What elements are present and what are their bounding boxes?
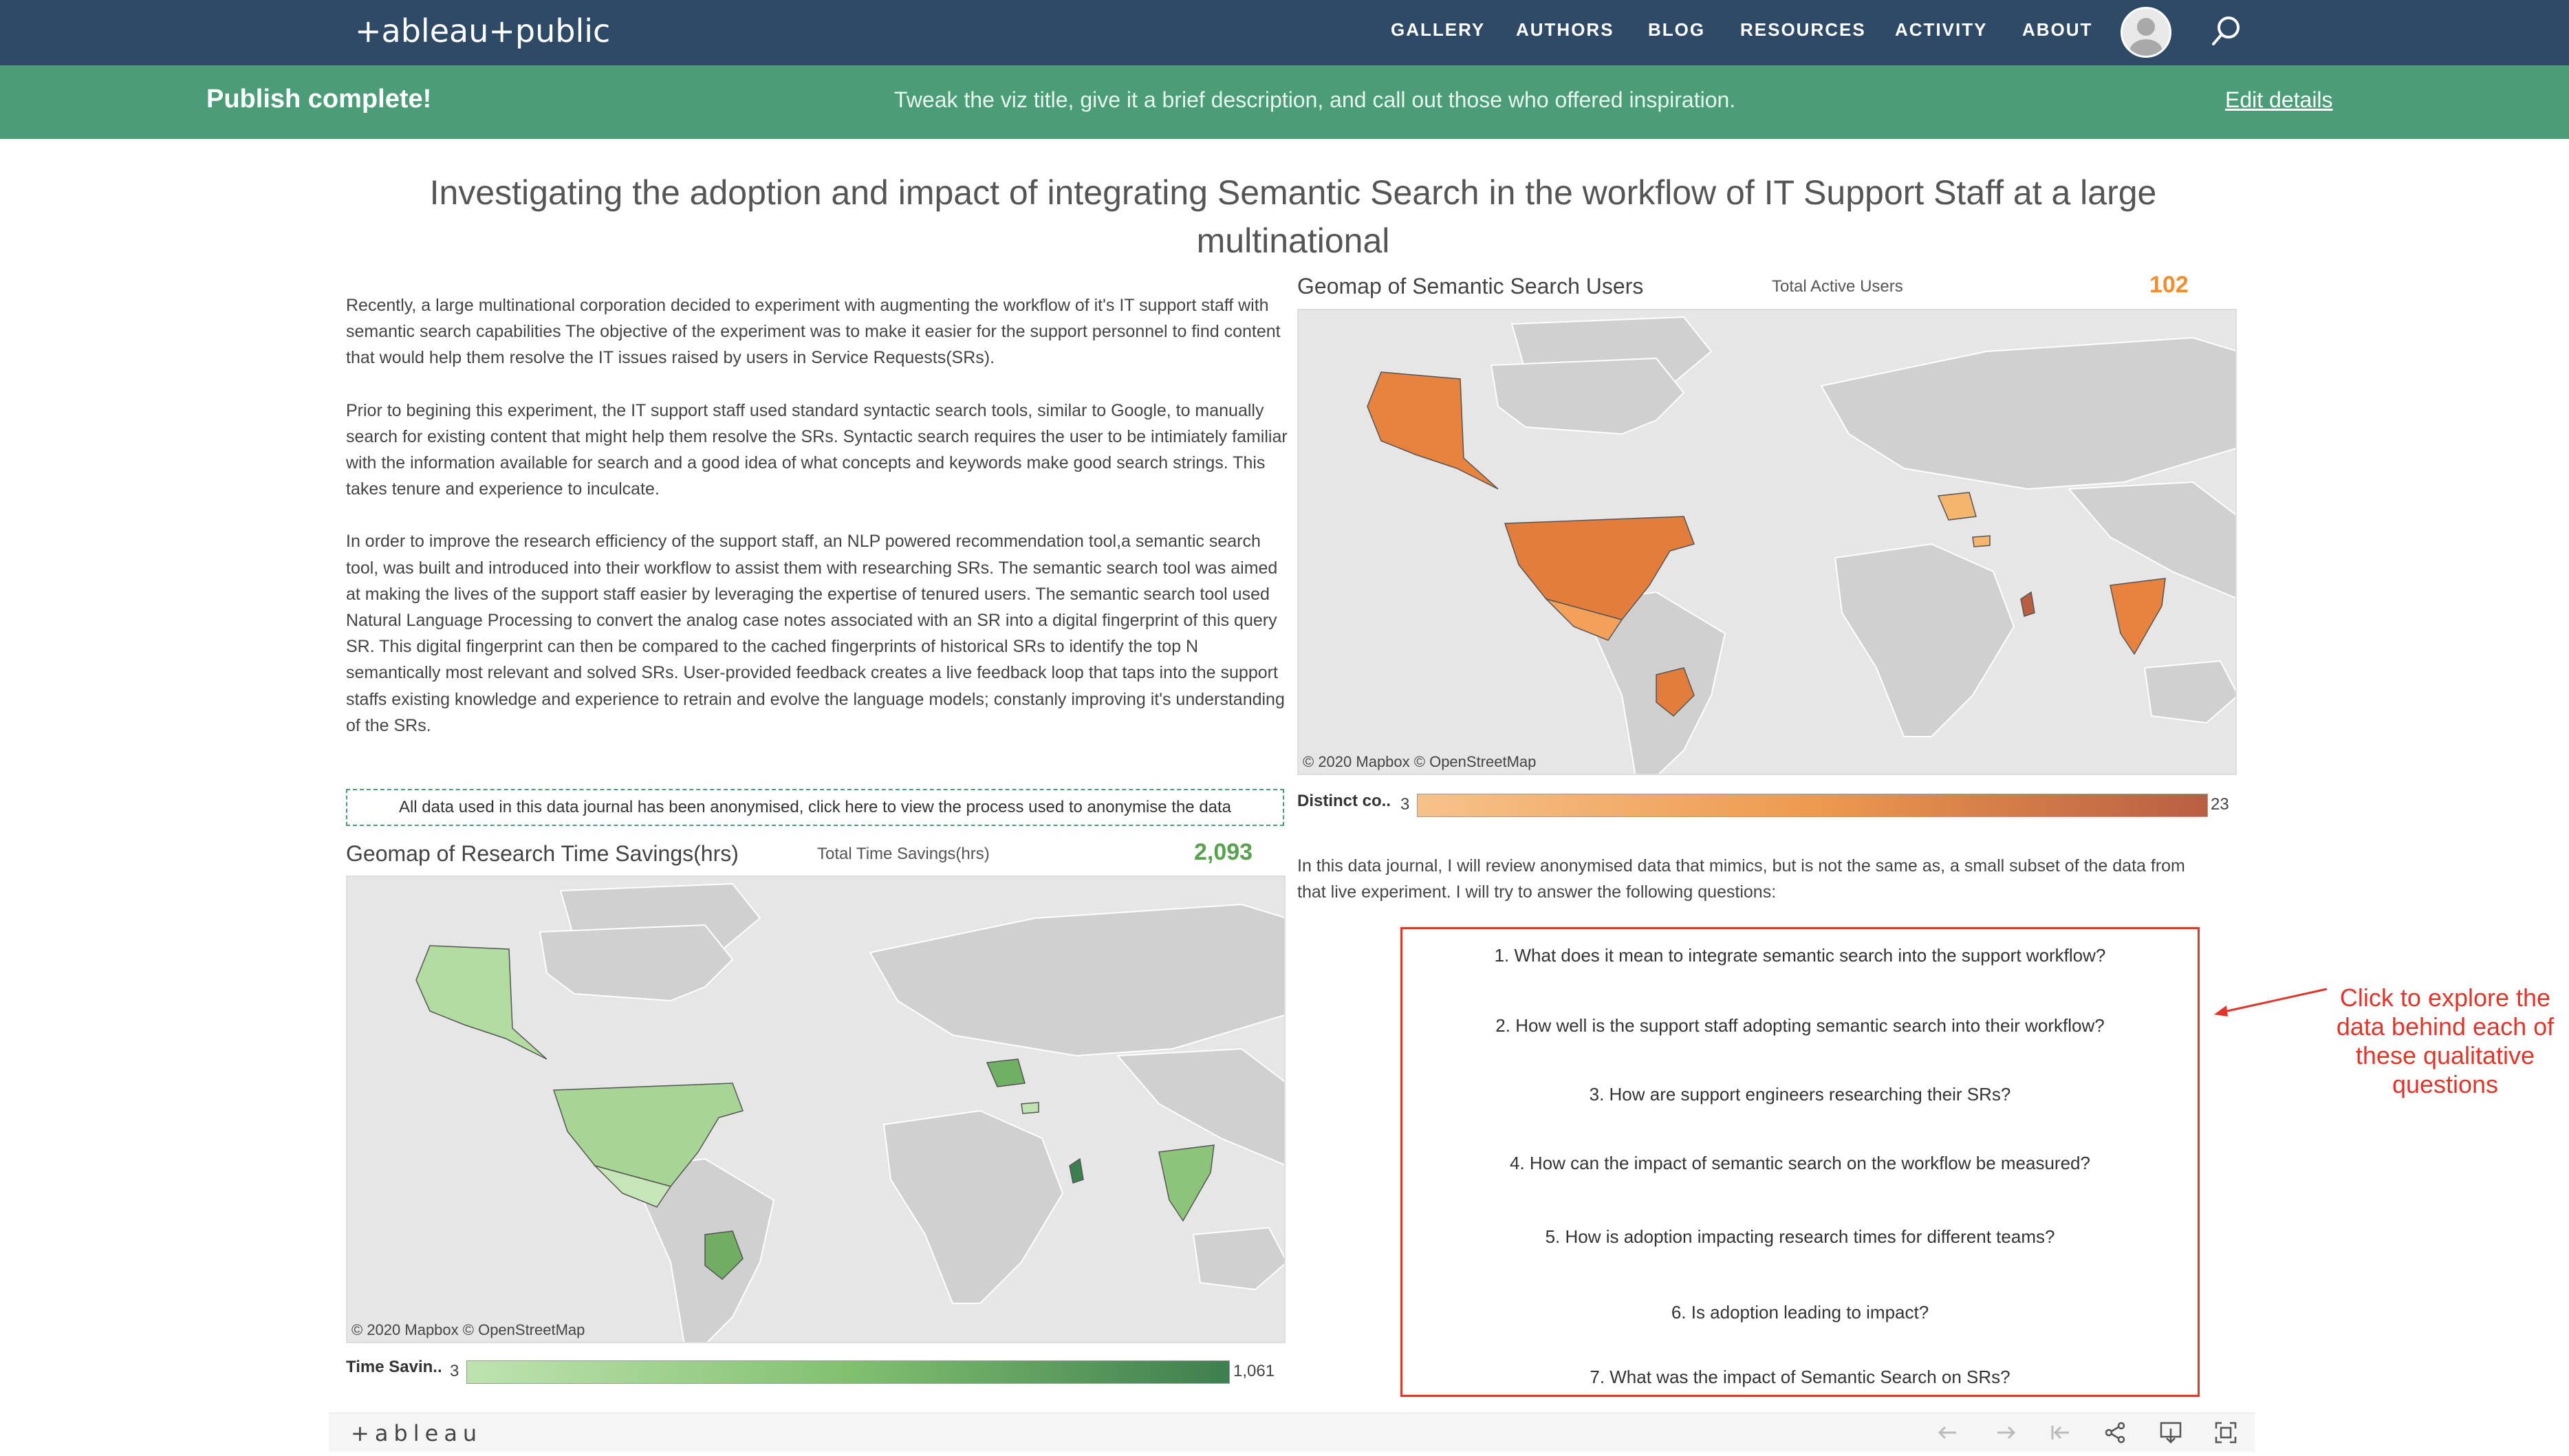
users-map-title: Geomap of Semantic Search Users	[1297, 274, 1644, 298]
india-shape	[2110, 578, 2166, 655]
poland-shape	[986, 1058, 1026, 1087]
avatar-icon	[2129, 18, 2162, 56]
publish-tip: Tweak the viz title, give it a brief des…	[894, 87, 1736, 112]
publish-banner: Publish complete! Tweak the viz title, g…	[0, 65, 2569, 139]
download-icon[interactable]	[2158, 1420, 2183, 1445]
publish-status: Publish complete!	[206, 85, 432, 113]
users-legend-max: 23	[2211, 795, 2229, 814]
romania-shape	[1021, 1102, 1039, 1114]
share-icon[interactable]	[2103, 1420, 2128, 1445]
tableau-public-logo[interactable]: +ableau+public	[355, 12, 611, 50]
jordan-shape	[2020, 591, 2035, 617]
question-2-link[interactable]: 2. How well is the support staff adoptin…	[1495, 1015, 2105, 1036]
users-color-legend	[1417, 794, 2208, 817]
savings-legend-max: 1,061	[1233, 1362, 1275, 1380]
alaska-shape	[415, 945, 548, 1060]
intro-paragraph: Prior to begining this experiment, the I…	[346, 400, 1288, 499]
africa-shape	[1834, 543, 2015, 737]
savings-map-title: Geomap of Research Time Savings(hrs)	[346, 841, 739, 866]
canada-shape	[1490, 357, 1685, 435]
fullscreen-icon[interactable]	[2213, 1420, 2238, 1445]
romania-shape	[1972, 535, 1991, 547]
colombia-shape	[704, 1230, 744, 1281]
map-attribution: © 2020 Mapbox © OpenStreetMap	[351, 1321, 585, 1338]
nav-activity[interactable]: ACTIVITY	[1895, 19, 1988, 40]
intro-paragraph: Recently, a large multinational corporat…	[346, 296, 1281, 368]
intro-paragraph: In order to improve the research efficie…	[346, 532, 1285, 735]
colombia-shape	[1656, 667, 1695, 717]
australia-shape	[2143, 660, 2235, 724]
east-asia-shape	[1116, 1047, 1284, 1166]
question-7-link[interactable]: 7. What was the impact of Semantic Searc…	[1590, 1367, 2010, 1387]
east-asia-shape	[2067, 481, 2235, 599]
savings-legend-label: Time Savin..	[346, 1358, 442, 1376]
savings-geomap[interactable]: © 2020 Mapbox © OpenStreetMap	[346, 876, 1286, 1343]
mexico-shape	[1544, 598, 1623, 641]
search-icon[interactable]	[2208, 12, 2246, 51]
callout-arrow-icon	[2214, 988, 2328, 1017]
users-kpi-label: Total Active Users	[1772, 277, 1903, 296]
canada-shape	[539, 924, 734, 1002]
eurasia-shape	[869, 903, 1284, 1057]
user-avatar[interactable]	[2121, 7, 2171, 58]
question-6-link[interactable]: 6. Is adoption leading to impact?	[1671, 1302, 1929, 1323]
intro-text: Recently, a large multinational corporat…	[346, 292, 1288, 765]
revert-icon[interactable]	[2048, 1420, 2073, 1445]
nav-resources[interactable]: RESOURCES	[1740, 19, 1866, 40]
jordan-shape	[1069, 1158, 1084, 1184]
question-4-link[interactable]: 4. How can the impact of semantic search…	[1510, 1153, 2090, 1173]
explore-callout: Click to explore the data behind each of…	[2336, 984, 2555, 1098]
tableau-toolbar: +ableau	[329, 1413, 2255, 1452]
users-kpi-value: 102	[2149, 272, 2189, 298]
eurasia-shape	[1820, 336, 2235, 490]
alaska-shape	[1367, 371, 1499, 490]
question-1-link[interactable]: 1. What does it mean to integrate semant…	[1494, 945, 2106, 966]
india-shape	[1158, 1144, 1215, 1222]
users-legend-label: Distinct co..	[1297, 792, 1391, 810]
edit-details-link[interactable]: Edit details	[2225, 87, 2333, 112]
savings-kpi-value: 2,093	[1194, 839, 1253, 865]
redo-icon[interactable]	[1993, 1420, 2018, 1445]
savings-kpi-label: Total Time Savings(hrs)	[817, 845, 990, 863]
question-3-link[interactable]: 3. How are support engineers researching…	[1589, 1084, 2011, 1105]
dashboard-title: Investigating the adoption and impact of…	[429, 173, 2157, 260]
tableau-toolbar-logo[interactable]: +ableau	[351, 1420, 483, 1446]
usa-shape	[552, 1083, 744, 1187]
undo-icon[interactable]	[1936, 1420, 1960, 1445]
anonymise-process-link[interactable]: All data used in this data journal has b…	[346, 789, 1284, 826]
usa-shape	[1504, 516, 1695, 620]
nav-authors[interactable]: AUTHORS	[1516, 19, 1614, 40]
users-world-map	[1367, 316, 2235, 774]
nav-gallery[interactable]: GALLERY	[1391, 19, 1486, 40]
mexico-shape	[593, 1164, 672, 1208]
savings-legend-min: 3	[450, 1362, 459, 1380]
nav-about[interactable]: ABOUT	[2022, 19, 2093, 40]
journal-intro: In this data journal, I will review anon…	[1297, 856, 2185, 902]
question-5-link[interactable]: 5. How is adoption impacting research ti…	[1545, 1226, 2055, 1247]
australia-shape	[1192, 1226, 1284, 1291]
africa-shape	[882, 1109, 1064, 1304]
poland-shape	[1937, 492, 1977, 521]
savings-world-map	[415, 882, 1284, 1342]
savings-color-legend	[466, 1360, 1230, 1384]
nav-blog[interactable]: BLOG	[1648, 19, 1706, 40]
users-legend-min: 3	[1400, 795, 1410, 814]
top-navigation-bar: +ableau+public GALLERY AUTHORS BLOG RESO…	[0, 0, 2569, 65]
users-geomap[interactable]: © 2020 Mapbox © OpenStreetMap	[1297, 309, 2237, 775]
map-attribution: © 2020 Mapbox © OpenStreetMap	[1303, 753, 1537, 770]
questions-box: 1. What does it mean to integrate semant…	[1400, 927, 2200, 1397]
